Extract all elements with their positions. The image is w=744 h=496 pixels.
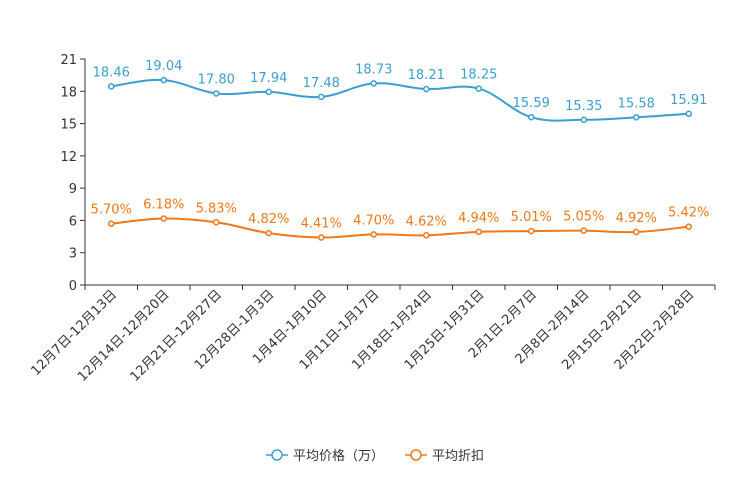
series-1-point xyxy=(265,88,272,96)
series-2-data-label: 4.62% xyxy=(406,214,447,229)
series-1-data-label: 19.04 xyxy=(145,59,182,74)
series-2-point xyxy=(108,220,115,227)
series-line-2 xyxy=(111,217,689,239)
series-1-point xyxy=(423,85,430,93)
x-tick-label: 12月7日-12月13日 xyxy=(28,287,120,379)
series-1-data-label: 15.59 xyxy=(513,96,550,111)
series-2-data-label: 4.82% xyxy=(248,212,289,227)
series-1-data-label: 17.48 xyxy=(303,76,340,91)
series-1-data-label: 17.94 xyxy=(250,71,287,86)
series-2-data-label: 5.83% xyxy=(196,201,237,216)
y-tick-label: 15 xyxy=(60,118,77,133)
series-1-point xyxy=(528,113,535,121)
y-tick-label: 6 xyxy=(69,214,77,229)
series-1-data-label: 17.80 xyxy=(198,72,235,87)
series-1-data-label: 15.35 xyxy=(565,99,602,114)
series-2-point xyxy=(370,231,377,238)
series-1-point xyxy=(160,76,167,84)
x-tick-label: 12月21日-12月27日 xyxy=(128,287,225,384)
series-1-point xyxy=(580,116,587,124)
y-tick-label: 0 xyxy=(69,279,77,294)
series-2-point xyxy=(318,234,325,241)
series-2-data-label: 4.70% xyxy=(353,213,394,228)
series-2-point xyxy=(265,229,272,237)
series-2-point xyxy=(213,219,220,226)
series-1-point xyxy=(685,110,692,118)
series-2-point xyxy=(580,227,587,234)
series-2-point xyxy=(633,228,640,236)
series-1-point xyxy=(370,80,377,87)
series-1-data-label: 18.46 xyxy=(93,65,130,80)
legend-label-2: 平均折扣 xyxy=(432,449,484,464)
series-2-data-label: 4.92% xyxy=(616,211,657,226)
legend-label-1: 平均价格（万） xyxy=(293,448,384,464)
series-2-point xyxy=(160,215,167,222)
series-1-data-label: 18.21 xyxy=(408,68,445,83)
series-2-data-label: 5.01% xyxy=(511,210,552,225)
series-2-data-label: 5.05% xyxy=(563,210,604,225)
y-tick-label: 18 xyxy=(60,85,77,100)
y-tick-label: 21 xyxy=(60,53,77,68)
series-1-point xyxy=(108,83,115,90)
legend-marker-2 xyxy=(410,449,422,461)
series-2-point xyxy=(475,228,482,236)
series-2-data-label: 6.18% xyxy=(143,197,184,212)
series-2-point xyxy=(685,223,692,230)
series-1-data-label: 15.58 xyxy=(618,96,655,111)
y-tick-label: 9 xyxy=(69,182,77,197)
series-1-data-label: 15.91 xyxy=(670,93,707,108)
series-2-data-label: 4.94% xyxy=(458,211,499,226)
legend-marker-1 xyxy=(271,449,283,461)
y-tick-label: 12 xyxy=(60,150,77,165)
series-line-1 xyxy=(111,78,689,122)
series-1-data-label: 18.25 xyxy=(460,68,497,83)
series-1-point xyxy=(318,93,325,101)
series-1-data-label: 18.73 xyxy=(355,62,392,77)
series-2-data-label: 5.70% xyxy=(91,203,132,218)
series-1-point xyxy=(633,114,640,121)
series-2-point xyxy=(528,227,535,235)
series-2-data-label: 5.42% xyxy=(668,206,709,221)
x-tick-label: 12月14日-12月20日 xyxy=(75,287,172,384)
series-1-point xyxy=(475,85,482,92)
series-1-point xyxy=(213,90,220,97)
series-2-point xyxy=(423,232,430,239)
y-tick-label: 3 xyxy=(69,247,77,262)
series-2-data-label: 4.41% xyxy=(301,217,342,232)
